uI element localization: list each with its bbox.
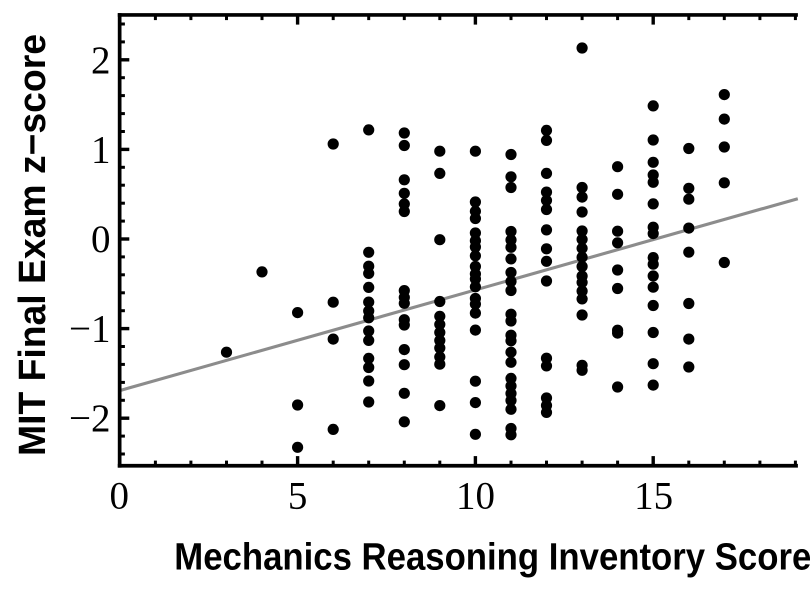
svg-text:−1: −1 (69, 308, 111, 351)
svg-text:−2: −2 (69, 397, 111, 440)
svg-text:15: 15 (634, 475, 673, 518)
svg-text:5: 5 (288, 475, 308, 518)
svg-text:Mechanics Reasoning Inventory: Mechanics Reasoning Inventory Score (174, 537, 810, 579)
svg-text:0: 0 (109, 475, 129, 518)
svg-text:2: 2 (91, 39, 111, 82)
svg-text:10: 10 (456, 475, 495, 518)
svg-text:1: 1 (91, 128, 111, 171)
svg-text:0: 0 (91, 218, 111, 261)
svg-text:MIT Final Exam z−score: MIT Final Exam z−score (12, 34, 54, 456)
